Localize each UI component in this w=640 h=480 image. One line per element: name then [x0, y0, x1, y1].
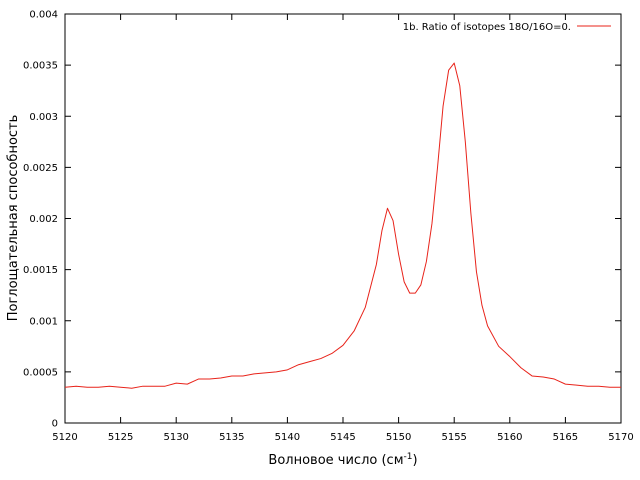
ticks-layer: 5120 5125 5130 5135 5140 5145 5150 5155 5160 5165…: [23, 10, 634, 444]
x-tick-label: 5160: [497, 432, 522, 443]
x-tick-label: 5125: [108, 432, 133, 443]
x-tick-label: 5140: [275, 432, 300, 443]
x-tick-label: 5170: [608, 432, 633, 443]
y-tick-label: 0.0025: [23, 163, 58, 174]
x-tick-label: 5145: [330, 432, 355, 443]
x-axis-title-superscript: -1: [404, 452, 413, 462]
x-axis-title-main: Волновое число (см: [268, 453, 403, 468]
y-tick-label: 0.0015: [23, 265, 58, 276]
y-tick-label: 0.003: [29, 112, 58, 123]
y-tick-label: 0: [52, 419, 58, 430]
y-tick-label: 0.002: [29, 214, 58, 225]
legend-label: 1b. Ratio of isotopes 18O/16O=0.: [403, 22, 571, 33]
x-axis-title: Волновое число (см-1): [268, 452, 417, 468]
legend: 1b. Ratio of isotopes 18O/16O=0.: [403, 22, 611, 33]
x-tick-label: 5150: [386, 432, 411, 443]
y-tick-label: 0.0005: [23, 367, 58, 378]
y-tick-label: 0.0035: [23, 61, 58, 72]
x-tick-label: 5135: [219, 432, 244, 443]
x-tick-label: 5130: [163, 432, 188, 443]
x-tick-label: 5120: [52, 432, 77, 443]
plot-frame: [64, 13, 622, 424]
x-tick-label: 5155: [441, 432, 466, 443]
y-axis-title: Поглощательная способность: [6, 115, 21, 322]
x-tick-label: 5165: [553, 432, 578, 443]
y-tick-label: 0.004: [29, 10, 58, 21]
x-axis-title-close: ): [412, 453, 417, 468]
y-tick-label: 0.001: [29, 316, 58, 327]
absorbance-line: [64, 62, 621, 389]
